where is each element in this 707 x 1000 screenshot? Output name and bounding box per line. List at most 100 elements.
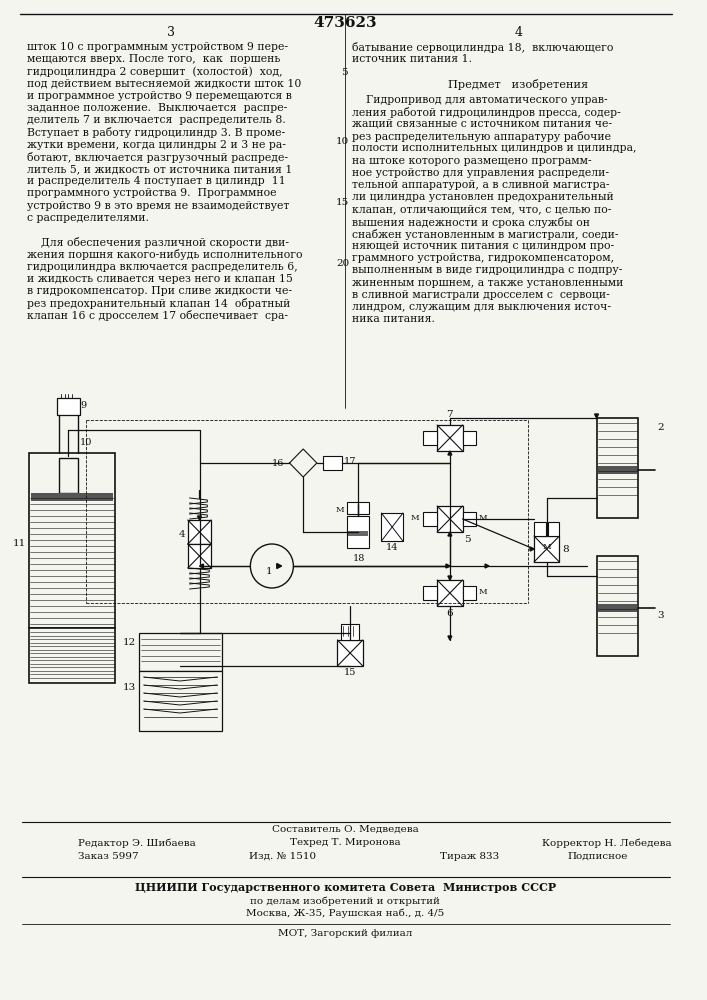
Text: гидроцилиндра 2 совершит  (холостой)  ход,: гидроцилиндра 2 совершит (холостой) ход, bbox=[28, 66, 283, 77]
Text: линдром, служащим для выключения источ-: линдром, служащим для выключения источ- bbox=[352, 302, 611, 312]
Polygon shape bbox=[530, 547, 534, 551]
Text: клапан, отличающийся тем, что, с целью по-: клапан, отличающийся тем, что, с целью п… bbox=[352, 204, 612, 214]
Bar bbox=[381, 513, 403, 541]
Polygon shape bbox=[448, 451, 452, 455]
Text: ботают, включается разгрузочный распреде-: ботают, включается разгрузочный распреде… bbox=[28, 152, 288, 163]
Bar bbox=[534, 522, 546, 536]
Text: Подписное: Подписное bbox=[567, 852, 628, 861]
Text: Заказ 5997: Заказ 5997 bbox=[78, 852, 139, 861]
Text: батывание сервоцилиндра 18,  включающего: батывание сервоцилиндра 18, включающего bbox=[352, 42, 614, 53]
Text: 1: 1 bbox=[266, 566, 272, 576]
Bar bbox=[534, 536, 559, 562]
Text: 9: 9 bbox=[80, 401, 86, 410]
Text: источник питания 1.: источник питания 1. bbox=[352, 54, 472, 64]
Bar bbox=[462, 586, 477, 600]
Bar bbox=[188, 520, 211, 544]
Text: шток 10 с программным устройством 9 пере-: шток 10 с программным устройством 9 пере… bbox=[28, 42, 288, 52]
Text: делитель 7 и включается  распределитель 8.: делитель 7 и включается распределитель 8… bbox=[28, 115, 286, 125]
Text: 17: 17 bbox=[344, 457, 357, 466]
Text: Предмет   изобретения: Предмет изобретения bbox=[448, 79, 588, 90]
Bar bbox=[341, 624, 359, 640]
Text: M: M bbox=[478, 588, 487, 596]
Text: 11: 11 bbox=[13, 538, 26, 548]
Bar bbox=[347, 516, 368, 548]
Text: жиненным поршнем, а также установленными: жиненным поршнем, а также установленными bbox=[352, 278, 624, 288]
Bar bbox=[31, 493, 113, 501]
Text: в гидрокомпенсатор. При сливе жидкости че-: в гидрокомпенсатор. При сливе жидкости ч… bbox=[28, 286, 293, 296]
Text: 10: 10 bbox=[336, 137, 349, 146]
Bar bbox=[188, 544, 211, 568]
Text: жащий связанные с источником питания че-: жащий связанные с источником питания че- bbox=[352, 119, 612, 129]
Text: 4: 4 bbox=[178, 530, 185, 539]
Text: программного устройства 9.  Программное: программного устройства 9. Программное bbox=[28, 188, 277, 198]
Text: Техред Т. Миронова: Техред Т. Миронова bbox=[290, 838, 401, 847]
Polygon shape bbox=[448, 532, 452, 536]
Text: на штоке которого размещено программ-: на штоке которого размещено программ- bbox=[352, 156, 592, 166]
Bar bbox=[423, 431, 437, 445]
Text: M: M bbox=[336, 506, 344, 514]
Text: 5: 5 bbox=[341, 68, 348, 77]
Text: 16: 16 bbox=[272, 459, 285, 468]
Polygon shape bbox=[595, 414, 599, 418]
Text: 473623: 473623 bbox=[313, 16, 377, 30]
Text: Редактор Э. Шибаева: Редактор Э. Шибаева bbox=[78, 838, 196, 848]
Text: 6: 6 bbox=[447, 609, 453, 618]
Bar bbox=[548, 522, 559, 536]
Text: мещаются вверх. После того,  как  поршень: мещаются вверх. После того, как поршень bbox=[28, 54, 281, 64]
Text: 4: 4 bbox=[514, 26, 522, 39]
Polygon shape bbox=[197, 516, 201, 520]
Text: 20: 20 bbox=[336, 259, 349, 268]
Polygon shape bbox=[276, 564, 281, 568]
Text: граммного устройства, гидрокомпенсатором,: граммного устройства, гидрокомпенсатором… bbox=[352, 253, 614, 263]
Polygon shape bbox=[485, 564, 489, 568]
Bar bbox=[29, 453, 115, 628]
Bar bbox=[462, 431, 477, 445]
Text: ника питания.: ника питания. bbox=[352, 314, 435, 324]
Text: 2: 2 bbox=[658, 423, 664, 432]
Text: 13: 13 bbox=[123, 683, 136, 692]
Bar bbox=[348, 531, 368, 536]
Text: 10: 10 bbox=[80, 438, 93, 447]
Text: рез предохранительный клапан 14  обратный: рез предохранительный клапан 14 обратный bbox=[28, 298, 291, 309]
Text: 15: 15 bbox=[344, 668, 356, 677]
Text: 7: 7 bbox=[447, 410, 453, 419]
Text: выполненным в виде гидроцилиндра с подпру-: выполненным в виде гидроцилиндра с подпр… bbox=[352, 265, 622, 275]
Text: ное устройство для управления распредели-: ное устройство для управления распредели… bbox=[352, 168, 609, 178]
Polygon shape bbox=[199, 564, 204, 568]
Text: M: M bbox=[411, 514, 419, 522]
Polygon shape bbox=[448, 576, 452, 580]
Text: в сливной магистрали дросселем с  сервоци-: в сливной магистрали дросселем с сервоци… bbox=[352, 290, 610, 300]
Text: снабжен установленным в магистрали, соеди-: снабжен установленным в магистрали, соед… bbox=[352, 229, 619, 240]
Text: и жидкость сливается через него и клапан 15: и жидкость сливается через него и клапан… bbox=[28, 274, 293, 284]
Text: заданное положение.  Выключается  распре-: заданное положение. Выключается распре- bbox=[28, 103, 288, 113]
Text: Корректор Н. Лебедева: Корректор Н. Лебедева bbox=[542, 838, 671, 848]
Text: МОТ, Загорский филиал: МОТ, Загорский филиал bbox=[278, 929, 412, 938]
Text: 15: 15 bbox=[336, 198, 349, 207]
Text: и распределитель 4 поступает в цилиндр  11: и распределитель 4 поступает в цилиндр 1… bbox=[28, 176, 286, 186]
Text: под действием вытесняемой жидкости шток 10: под действием вытесняемой жидкости шток … bbox=[28, 79, 302, 89]
Text: 18: 18 bbox=[353, 554, 365, 563]
Bar bbox=[437, 425, 462, 451]
Polygon shape bbox=[446, 564, 450, 568]
Text: и программное устройство 9 перемещаются в: и программное устройство 9 перемещаются … bbox=[28, 91, 292, 101]
Text: няющей источник питания с цилиндром про-: няющей источник питания с цилиндром про- bbox=[352, 241, 614, 251]
Text: Тираж 833: Тираж 833 bbox=[440, 852, 499, 861]
Text: Гидропривод для автоматического управ-: Гидропривод для автоматического управ- bbox=[352, 95, 608, 105]
Text: Вступает в работу гидроцилиндр 3. В проме-: Вступает в работу гидроцилиндр 3. В пром… bbox=[28, 127, 286, 138]
Bar bbox=[437, 506, 462, 532]
Text: по делам изобретений и открытий: по делам изобретений и открытий bbox=[250, 896, 440, 906]
Bar bbox=[437, 580, 462, 606]
Bar bbox=[59, 458, 78, 493]
Text: 12: 12 bbox=[123, 638, 136, 647]
Bar bbox=[597, 418, 638, 518]
Text: 8: 8 bbox=[562, 544, 569, 554]
Text: Составитель О. Медведева: Составитель О. Медведева bbox=[272, 825, 419, 834]
Text: гидроцилиндра включается распределитель 6,: гидроцилиндра включается распределитель … bbox=[28, 262, 298, 272]
Text: ли цилиндра установлен предохранительный: ли цилиндра установлен предохранительный bbox=[352, 192, 614, 202]
Bar bbox=[337, 640, 363, 666]
Text: полости исполнительных цилиндров и цилиндра,: полости исполнительных цилиндров и цилин… bbox=[352, 143, 636, 153]
Bar bbox=[423, 512, 437, 526]
Text: жутки времени, когда цилиндры 2 и 3 не ра-: жутки времени, когда цилиндры 2 и 3 не р… bbox=[28, 140, 286, 150]
Bar bbox=[139, 633, 222, 671]
Text: литель 5, и жидкость от источника питания 1: литель 5, и жидкость от источника питани… bbox=[28, 164, 293, 174]
